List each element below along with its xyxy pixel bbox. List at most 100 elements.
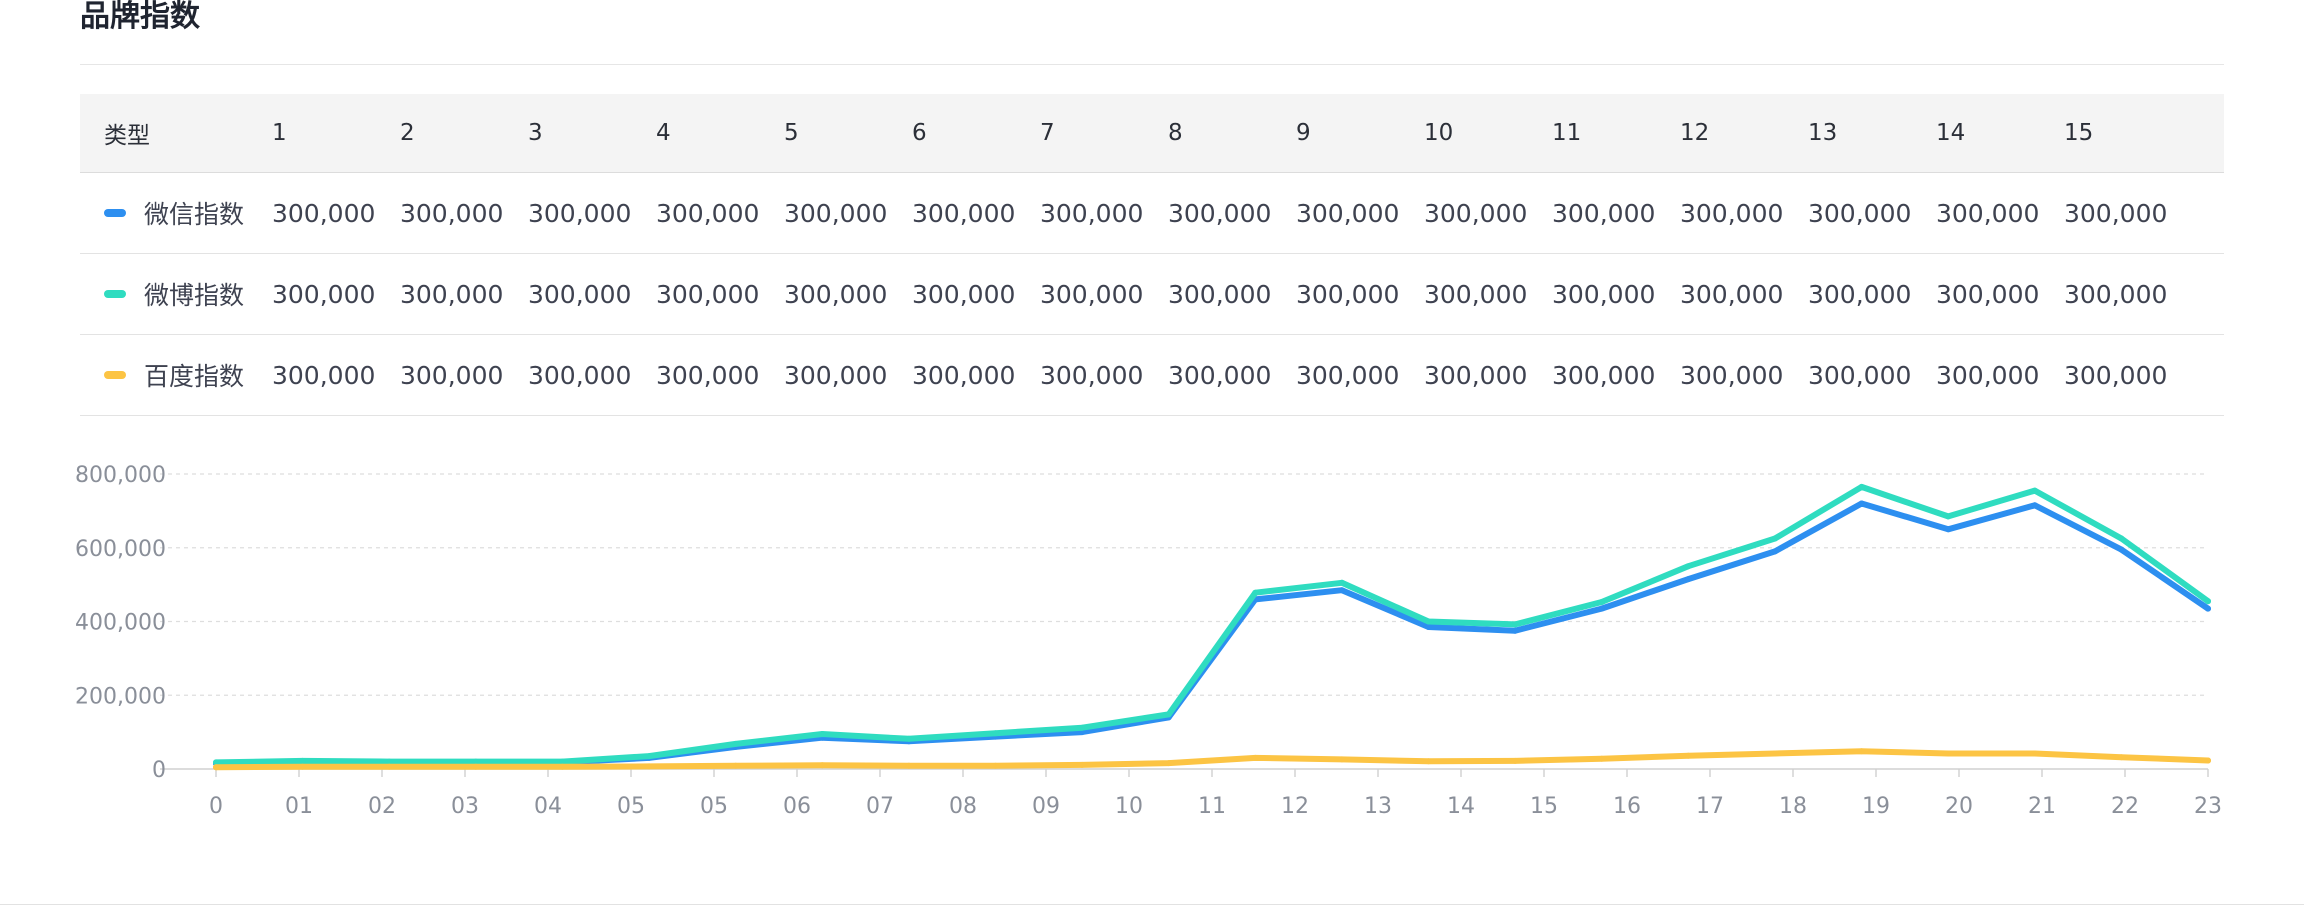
data-point (819, 731, 826, 737)
x-tick-label: 21 (2028, 794, 2056, 819)
y-tick-label: 400,000 (75, 611, 166, 636)
table-cell: 300,000 (1296, 279, 1400, 309)
data-point (1079, 761, 1086, 768)
data-point (646, 753, 652, 760)
data-point (732, 762, 739, 769)
series-line-3 (213, 748, 2211, 771)
data-point (1425, 618, 1432, 625)
data-point (213, 764, 219, 771)
data-point (2205, 605, 2211, 612)
table-cell: 300,000 (1424, 279, 1528, 309)
table-cell: 300,000 (528, 360, 632, 390)
header-col-6: 6 (912, 120, 927, 146)
y-tick-label: 800,000 (75, 463, 166, 488)
header-col-2: 2 (400, 120, 415, 146)
data-point (1598, 755, 1605, 762)
data-point (1772, 535, 1778, 542)
table-cell: 300,000 (1168, 360, 1272, 390)
data-point (472, 763, 479, 770)
x-tick-label: 19 (1862, 794, 1890, 819)
table-cell: 300,000 (1808, 198, 1912, 228)
table-cell: 300,000 (1936, 279, 2040, 309)
table-cell: 300,000 (656, 198, 760, 228)
x-tick-label: 23 (2194, 794, 2222, 819)
table-cell: 300,000 (912, 360, 1016, 390)
data-point (819, 762, 826, 769)
brand-index-table: 类型 1 2 3 4 5 6 7 8 9 10 11 12 13 14 15 微信指数 300,000 300,00… (80, 94, 2224, 416)
data-point (2031, 750, 2038, 757)
page-title: 品牌指数 (80, 0, 200, 34)
data-point (905, 735, 912, 742)
x-tick-label: 17 (1696, 794, 1724, 819)
data-point (1252, 589, 1259, 596)
title-divider (80, 64, 2224, 65)
data-point (1252, 754, 1259, 761)
table-cell: 300,000 (2064, 198, 2168, 228)
data-point (1685, 576, 1692, 583)
table-cell: 300,000 (400, 360, 504, 390)
data-point (1858, 500, 1865, 507)
legend-dot-icon (104, 209, 126, 217)
table-cell: 300,000 (1296, 198, 1400, 228)
table-cell: 300,000 (1552, 360, 1656, 390)
data-point (732, 740, 739, 747)
x-tick-label: 16 (1613, 794, 1641, 819)
table-cell: 300,000 (528, 198, 632, 228)
header-col-1: 1 (272, 120, 287, 146)
data-point (1512, 621, 1519, 628)
header-type: 类型 (104, 123, 150, 149)
row-type-label: 微信指数 (144, 200, 245, 229)
table-cell: 300,000 (2064, 279, 2168, 309)
table-cell: 300,000 (1552, 198, 1656, 228)
header-col-8: 8 (1168, 120, 1183, 146)
data-point (1685, 752, 1692, 759)
table-cell: 300,000 (1168, 198, 1272, 228)
table-cell: 300,000 (272, 360, 376, 390)
data-point (1858, 483, 1865, 490)
table-cell: 300,000 (2064, 360, 2168, 390)
data-point (2031, 502, 2038, 509)
x-tick-label: 20 (1945, 794, 1973, 819)
header-col-15: 15 (2064, 120, 2094, 146)
data-point (299, 757, 306, 764)
header-col-7: 7 (1040, 120, 1055, 146)
header-col-5: 5 (784, 120, 799, 146)
data-point (2118, 754, 2125, 761)
table-cell: 300,000 (1936, 198, 2040, 228)
data-point (1945, 513, 1952, 520)
x-tick-label: 0 (209, 794, 223, 819)
table-cell: 300,000 (1424, 360, 1528, 390)
row-type: 百度指数 (104, 335, 244, 415)
data-point (2118, 546, 2125, 553)
data-point (1772, 548, 1778, 555)
bottom-divider (0, 904, 2304, 905)
data-point (2031, 487, 2038, 494)
table-cell: 300,000 (1808, 279, 1912, 309)
data-point (1338, 579, 1345, 586)
header-col-14: 14 (1936, 120, 1966, 146)
y-tick-label: 200,000 (75, 684, 166, 709)
table-cell: 300,000 (1040, 279, 1144, 309)
x-tick-label: 14 (1447, 794, 1475, 819)
x-tick-label: 12 (1281, 794, 1309, 819)
table-cell: 300,000 (1168, 279, 1272, 309)
header-col-4: 4 (656, 120, 671, 146)
x-tick-label: 11 (1198, 794, 1226, 819)
table-cell: 300,000 (400, 279, 504, 309)
x-tick-label: 08 (949, 794, 977, 819)
table-cell: 300,000 (912, 279, 1016, 309)
x-tick-label: 13 (1364, 794, 1392, 819)
table-cell: 300,000 (1680, 198, 1784, 228)
table-cell: 300,000 (400, 198, 504, 228)
table-cell: 300,000 (912, 198, 1016, 228)
data-point (1425, 758, 1432, 765)
y-tick-label: 0 (152, 758, 166, 783)
table-cell: 300,000 (1936, 360, 2040, 390)
data-point (2205, 757, 2211, 764)
table-cell: 300,000 (656, 360, 760, 390)
data-point (992, 730, 999, 737)
header-col-13: 13 (1808, 120, 1838, 146)
x-tick-label: 07 (866, 794, 894, 819)
series-line-1 (213, 500, 2211, 767)
table-cell: 300,000 (528, 279, 632, 309)
